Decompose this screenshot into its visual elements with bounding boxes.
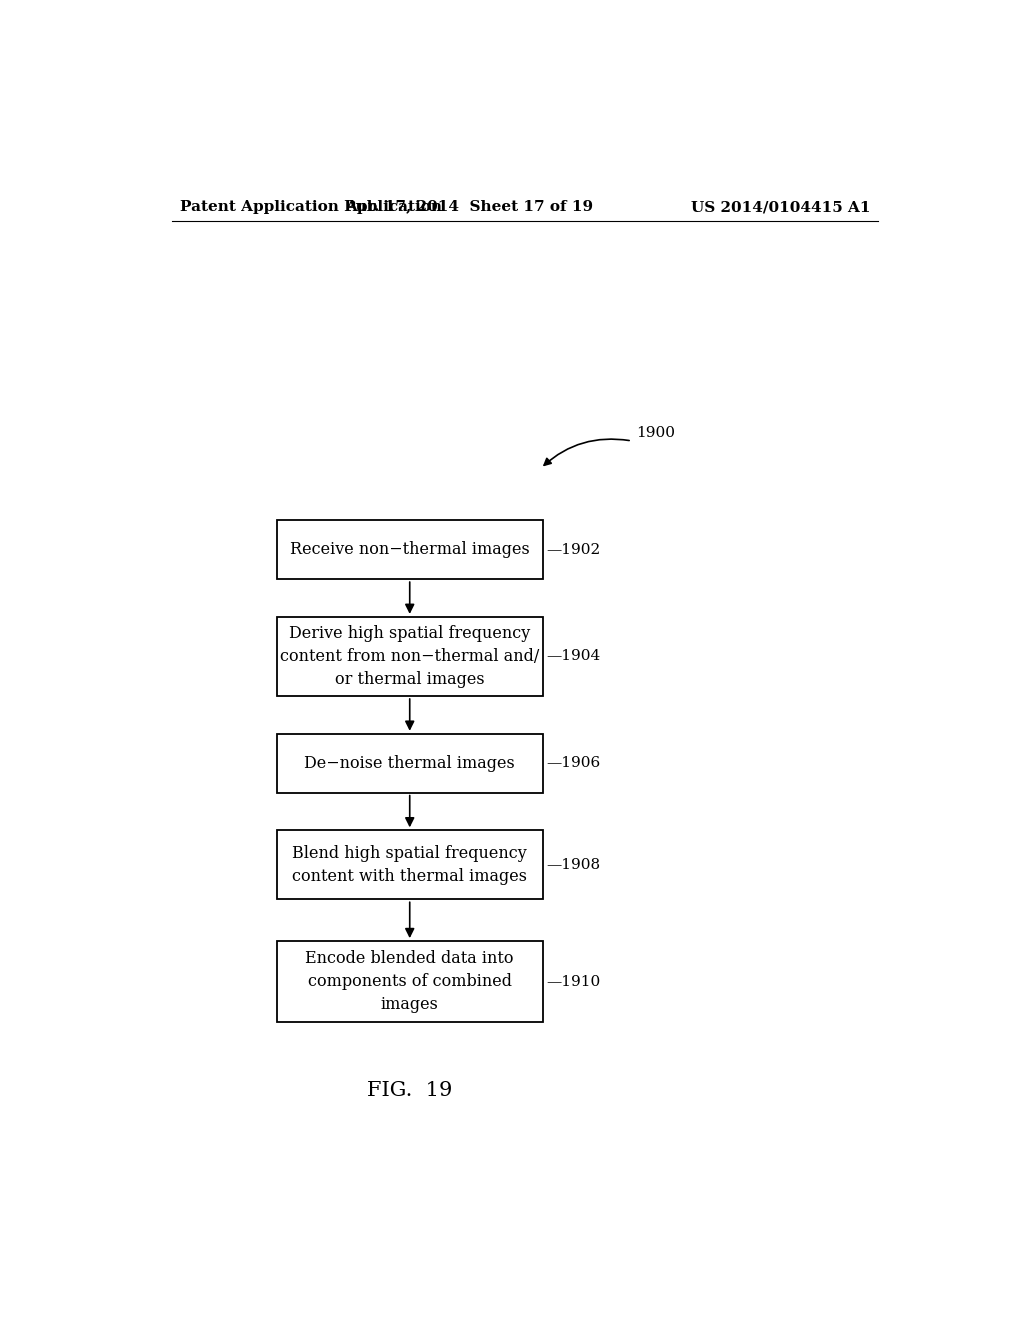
Text: De−noise thermal images: De−noise thermal images [304,755,515,772]
Text: FIG.  19: FIG. 19 [367,1081,453,1100]
Bar [276,520,543,579]
Text: Blend high spatial frequency
content with thermal images: Blend high spatial frequency content wit… [292,845,527,884]
Text: —1908: —1908 [547,858,601,871]
Text: Patent Application Publication: Patent Application Publication [179,201,441,214]
Text: Receive non−thermal images: Receive non−thermal images [290,541,529,558]
Text: Derive high spatial frequency
content from non−thermal and/
or thermal images: Derive high spatial frequency content fr… [281,626,540,688]
Text: —1910: —1910 [547,974,601,989]
Text: Encode blended data into
components of combined
images: Encode blended data into components of c… [305,950,514,1012]
Text: —1906: —1906 [547,756,601,770]
Text: US 2014/0104415 A1: US 2014/0104415 A1 [690,201,870,214]
Text: Apr. 17, 2014  Sheet 17 of 19: Apr. 17, 2014 Sheet 17 of 19 [345,201,593,214]
Bar [276,941,543,1022]
Text: —1904: —1904 [547,649,601,664]
Bar [276,616,543,696]
Text: 1900: 1900 [636,426,675,440]
Bar [276,830,543,899]
Bar [276,734,543,792]
Text: —1902: —1902 [547,543,601,557]
